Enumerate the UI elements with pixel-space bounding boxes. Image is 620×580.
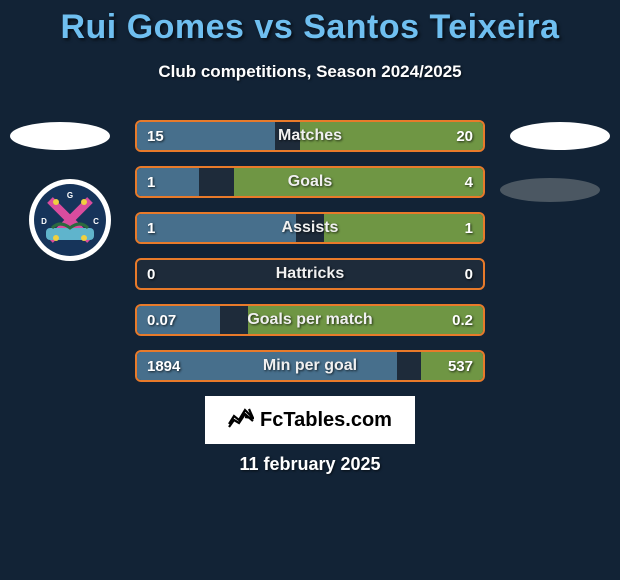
stat-value-left: 1: [147, 214, 155, 242]
stat-value-right: 537: [448, 352, 473, 380]
stat-value-right: 1: [465, 214, 473, 242]
player2-flag-placeholder: [510, 122, 610, 150]
brand-text: FcTables.com: [260, 409, 392, 432]
stat-row: Assists1 1: [135, 212, 485, 244]
brand-logo: FcTables.com: [205, 396, 415, 444]
stat-value-left: 15: [147, 122, 164, 150]
svg-text:D: D: [41, 217, 47, 226]
stat-value-left: 0.07: [147, 306, 176, 334]
player1-club-crest: G D C: [28, 178, 112, 267]
stat-row: Goals per match0.07 0.2: [135, 304, 485, 336]
ellipse-icon: [500, 178, 600, 202]
stat-label: Goals: [137, 168, 483, 196]
stat-row: Goals1 4: [135, 166, 485, 198]
stat-value-right: 0.2: [452, 306, 473, 334]
brand-mark-icon: [228, 406, 254, 434]
svg-text:C: C: [93, 217, 99, 226]
stat-label: Goals per match: [137, 306, 483, 334]
player1-name: Rui Gomes: [60, 8, 244, 46]
svg-text:G: G: [67, 191, 73, 200]
stat-label: Assists: [137, 214, 483, 242]
stat-row: Min per goal1894 537: [135, 350, 485, 382]
stat-value-right: 4: [465, 168, 473, 196]
comparison-infographic: Rui Gomes vs Santos Teixeira Club compet…: [0, 0, 620, 580]
subtitle: Club competitions, Season 2024/2025: [0, 62, 620, 82]
ellipse-icon: [10, 122, 110, 150]
player2-name: Santos Teixeira: [303, 8, 559, 46]
stat-value-left: 0: [147, 260, 155, 288]
player1-flag-placeholder: [10, 122, 110, 150]
stat-label: Matches: [137, 122, 483, 150]
stat-label: Min per goal: [137, 352, 483, 380]
player2-club-placeholder: [500, 178, 600, 202]
stats-table: Matches1520Goals14Assists11Hattricks00Go…: [135, 120, 485, 396]
ellipse-icon: [510, 122, 610, 150]
stat-value-right: 0: [465, 260, 473, 288]
stat-value-right: 20: [456, 122, 473, 150]
stat-row: Matches15 20: [135, 120, 485, 152]
stat-row: Hattricks0 0: [135, 258, 485, 290]
page-title: Rui Gomes vs Santos Teixeira: [0, 8, 620, 47]
stat-label: Hattricks: [137, 260, 483, 288]
date-label: 11 february 2025: [0, 454, 620, 475]
stat-value-left: 1: [147, 168, 155, 196]
crest-icon: G D C: [28, 178, 112, 262]
vs-separator: vs: [254, 8, 293, 46]
stat-value-left: 1894: [147, 352, 180, 380]
